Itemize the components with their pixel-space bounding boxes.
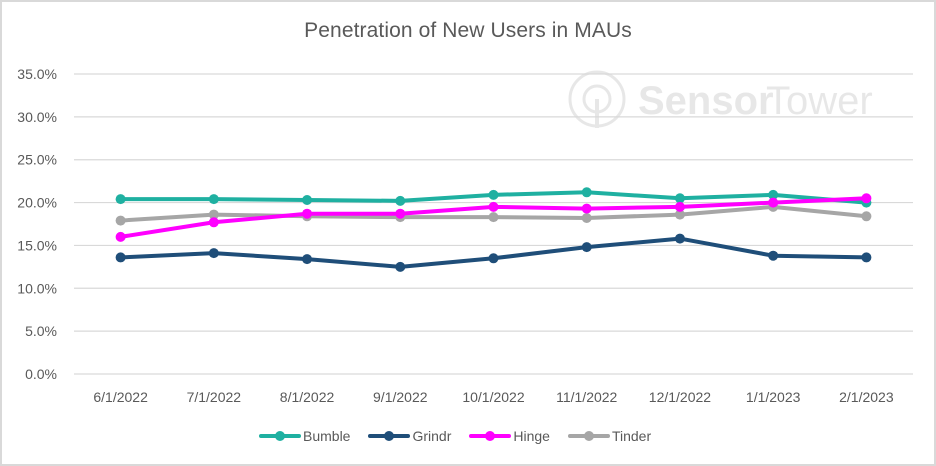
legend-item-grindr[interactable]: Grindr — [368, 428, 451, 444]
legend-item-tinder[interactable]: Tinder — [567, 428, 652, 444]
legend-label: Hinge — [513, 428, 550, 444]
sensor-tower-watermark: Sensor Tower — [568, 70, 873, 128]
data-point-marker[interactable] — [302, 208, 313, 219]
legend-line-marker-icon — [567, 430, 610, 442]
legend-line-marker-icon — [259, 430, 301, 442]
data-point-marker[interactable] — [115, 252, 126, 263]
data-point-marker[interactable] — [115, 231, 126, 242]
y-tick-label: 20.0% — [17, 195, 57, 211]
series-lines — [115, 187, 872, 272]
legend-label: Bumble — [303, 428, 351, 444]
data-point-marker[interactable] — [488, 253, 499, 264]
y-tick-label: 25.0% — [17, 152, 57, 168]
series-bumble — [115, 187, 872, 208]
data-point-marker[interactable] — [674, 201, 685, 212]
x-tick-label: 9/1/2022 — [373, 389, 428, 405]
data-point-marker[interactable] — [208, 194, 219, 205]
x-tick-label: 8/1/2022 — [280, 389, 335, 405]
data-point-marker[interactable] — [208, 248, 219, 259]
watermark-text-light: Tower — [766, 79, 873, 123]
y-axis-ticks: 0.0% 5.0% 10.0% 15.0% 20.0% 25.0% 30.0% 35.0% — [17, 66, 57, 382]
data-point-marker[interactable] — [395, 208, 406, 219]
legend-line-marker-icon — [469, 430, 512, 442]
x-tick-label: 6/1/2022 — [93, 389, 148, 405]
data-point-marker[interactable] — [768, 250, 779, 261]
data-point-marker[interactable] — [861, 211, 872, 222]
data-point-marker[interactable] — [115, 215, 126, 226]
x-tick-label: 10/1/2022 — [462, 389, 524, 405]
data-point-marker[interactable] — [768, 189, 779, 200]
y-tick-label: 5.0% — [25, 323, 57, 339]
x-tick-label: 12/1/2022 — [649, 389, 711, 405]
y-tick-label: 30.0% — [17, 109, 57, 125]
chart-title: Penetration of New Users in MAUs — [304, 19, 632, 42]
y-tick-label: 35.0% — [17, 66, 57, 82]
x-tick-label: 1/1/2023 — [746, 389, 801, 405]
data-point-marker[interactable] — [581, 242, 592, 253]
chart-legend: Bumble Grindr Hinge Tinder — [259, 426, 659, 446]
watermark-text-bold: Sensor — [638, 79, 774, 123]
y-tick-label: 15.0% — [17, 237, 57, 253]
data-point-marker[interactable] — [208, 217, 219, 228]
data-point-marker[interactable] — [115, 194, 126, 205]
data-point-marker[interactable] — [861, 193, 872, 204]
data-point-marker[interactable] — [674, 233, 685, 244]
legend-item-bumble[interactable]: Bumble — [259, 428, 350, 444]
legend-label: Tinder — [611, 428, 652, 444]
data-point-marker[interactable] — [488, 201, 499, 212]
legend-label: Grindr — [412, 428, 452, 444]
data-point-marker[interactable] — [581, 203, 592, 214]
x-tick-label: 11/1/2022 — [556, 389, 617, 405]
legend-item-hinge[interactable]: Hinge — [469, 428, 550, 444]
legend-line-marker-icon — [368, 430, 411, 442]
data-point-marker[interactable] — [302, 254, 313, 265]
data-point-marker[interactable] — [488, 189, 499, 200]
data-point-marker[interactable] — [861, 252, 872, 263]
y-tick-label: 10.0% — [17, 280, 57, 296]
series-grindr — [115, 233, 872, 272]
x-axis-ticks: 6/1/2022 7/1/2022 8/1/2022 9/1/2022 10/1/202… — [93, 389, 893, 405]
data-point-marker[interactable] — [581, 213, 592, 223]
x-tick-label: 7/1/2022 — [187, 389, 242, 405]
data-point-marker[interactable] — [581, 187, 592, 198]
y-tick-label: 0.0% — [25, 366, 57, 382]
data-point-marker[interactable] — [768, 197, 779, 208]
data-point-marker[interactable] — [302, 195, 313, 205]
data-point-marker[interactable] — [674, 209, 685, 220]
data-point-marker[interactable] — [395, 195, 406, 206]
data-point-marker[interactable] — [674, 193, 685, 204]
series-hinge — [115, 193, 872, 242]
data-point-marker[interactable] — [208, 209, 219, 220]
data-point-marker[interactable] — [488, 212, 499, 223]
data-point-marker[interactable] — [395, 261, 406, 272]
x-tick-label: 2/1/2023 — [839, 389, 894, 405]
sensor-tower-logo-icon — [568, 70, 626, 128]
